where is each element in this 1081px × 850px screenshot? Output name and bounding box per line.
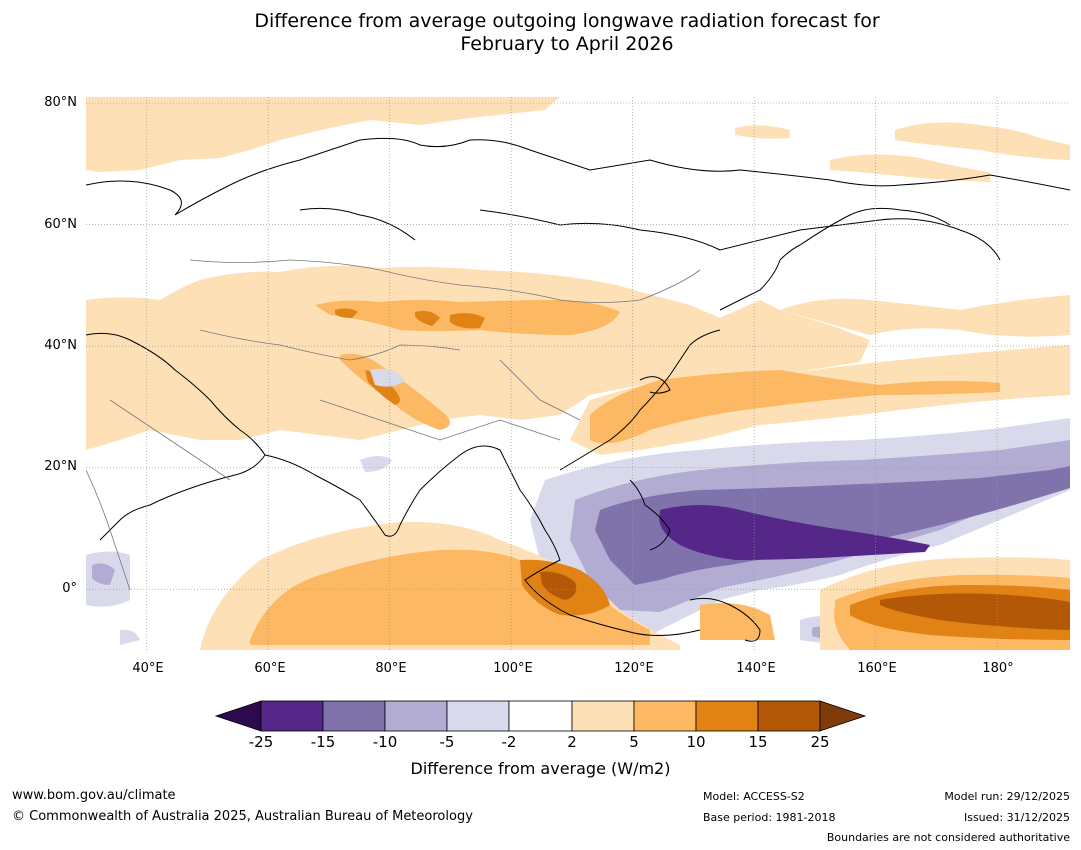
anomaly-east-pacific-darkest-orange — [880, 593, 1070, 630]
colorbar-bin-2 — [322, 700, 386, 732]
colorbar-tick-5: 5 — [629, 733, 639, 751]
colorbar-bin-1 — [260, 700, 324, 732]
lon-label-100e: 100°E — [493, 661, 533, 676]
anomaly-maritime-darkest-orange — [540, 571, 577, 600]
anomaly-pacific-dark-purple — [659, 505, 930, 560]
colorbar-max-extend — [819, 700, 867, 732]
lat-label-0: 0° — [62, 581, 77, 596]
colorbar-tick-neg25: -25 — [248, 733, 274, 751]
lon-label-160e: 160°E — [857, 661, 897, 676]
colorbar-bin-8 — [695, 700, 759, 732]
lon-label-120e: 120°E — [614, 661, 654, 676]
colorbar-tick-15: 15 — [748, 733, 768, 751]
colorbar-bin-3 — [384, 700, 448, 732]
lat-label-40n: 40°N — [44, 338, 77, 353]
title-line-1: Difference from average outgoing longwav… — [254, 10, 880, 32]
colorbar-bin-5 — [508, 700, 573, 732]
anomaly-australia-orange — [700, 602, 775, 640]
lon-label-60e: 60°E — [254, 661, 286, 676]
colorbar-min-extend — [214, 700, 262, 732]
website-link[interactable]: www.bom.gov.au/climate — [12, 788, 176, 803]
anomaly-central-asia-light-orange — [86, 265, 870, 450]
colorbar-label: Difference from average (W/m2) — [410, 759, 671, 778]
lon-label-80e: 80°E — [375, 661, 407, 676]
base-period: Base period: 1981-2018 — [703, 811, 836, 824]
colorbar-tick-neg5: -5 — [439, 733, 455, 751]
colorbar-tick-neg2: -2 — [501, 733, 517, 751]
colorbar-bin-4 — [446, 700, 510, 732]
chart-title: Difference from average outgoing longwav… — [0, 10, 1081, 56]
gridlines — [86, 97, 1070, 650]
lon-label-180: 180° — [982, 661, 1014, 676]
colorbar-tick-25: 25 — [810, 733, 830, 751]
lat-label-80n: 80°N — [44, 95, 77, 110]
issued-date: Issued: 31/12/2025 — [963, 811, 1070, 824]
country-borders — [86, 259, 701, 591]
anomaly-arctic-light-orange — [86, 97, 1070, 182]
colorbar-tick-10: 10 — [686, 733, 706, 751]
colorbar-tick-neg10: -10 — [372, 733, 398, 751]
copyright-text: © Commonwealth of Australia 2025, Austra… — [12, 809, 473, 824]
lon-label-140e: 140°E — [736, 661, 776, 676]
colorbar-bin-7 — [633, 700, 697, 732]
anomaly-ne-light-orange — [780, 295, 1070, 337]
lat-label-20n: 20°N — [44, 459, 77, 474]
colorbar-bin-9 — [757, 700, 821, 732]
title-line-2: February to April 2026 — [460, 33, 674, 55]
lon-label-40e: 40°E — [132, 661, 164, 676]
colorbar-tick-2: 2 — [567, 733, 577, 751]
lat-label-60n: 60°N — [44, 217, 77, 232]
model-info: Model: ACCESS-S2 — [703, 790, 805, 803]
model-run: Model run: 29/12/2025 — [944, 790, 1070, 803]
colorbar-tick-neg15: -15 — [310, 733, 336, 751]
colorbar-bin-6 — [571, 700, 635, 732]
boundaries-disclaimer: Boundaries are not considered authoritat… — [826, 831, 1070, 844]
coastlines — [86, 137, 1070, 642]
